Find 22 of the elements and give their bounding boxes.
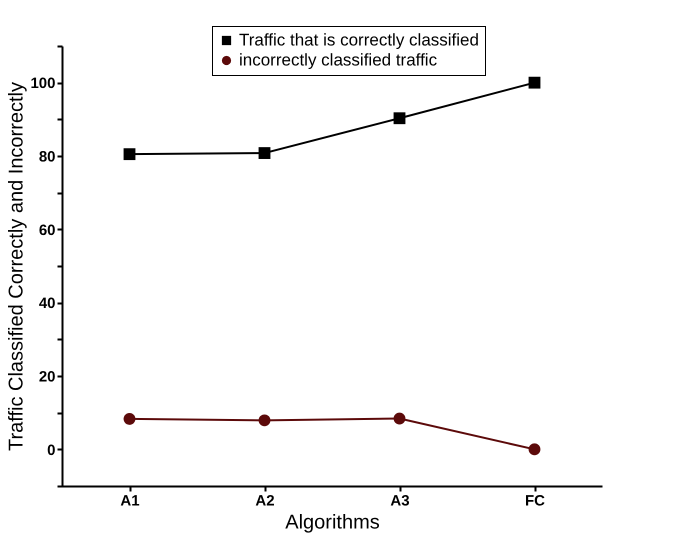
- point: [528, 443, 540, 456]
- point: [124, 412, 136, 425]
- x-tick-label: A3: [390, 492, 410, 510]
- point: [528, 76, 540, 89]
- x-axis-title: Algorithms: [285, 512, 380, 534]
- point: [124, 148, 136, 160]
- point: [258, 414, 270, 426]
- y-tick-label: 60: [38, 222, 56, 239]
- point: [394, 412, 406, 424]
- y-tick-label: 0: [47, 442, 56, 459]
- y-tick-label: 40: [38, 295, 56, 312]
- x-tick-label: FC: [525, 492, 546, 510]
- point: [394, 112, 406, 124]
- legend-label: incorrectly classified traffic: [239, 50, 438, 70]
- y-tick-label: 80: [38, 148, 56, 166]
- x-tick-label: A2: [255, 492, 275, 510]
- y-tick-label: 100: [30, 75, 56, 92]
- y-tick-label: 20: [38, 368, 56, 386]
- y-axis-title: Traffic Classified Correctly and Incorrectly: [5, 82, 28, 452]
- x-tick-label: A1: [120, 492, 140, 510]
- point: [258, 147, 270, 159]
- legend-label: Traffic that is correctly classified: [239, 30, 479, 50]
